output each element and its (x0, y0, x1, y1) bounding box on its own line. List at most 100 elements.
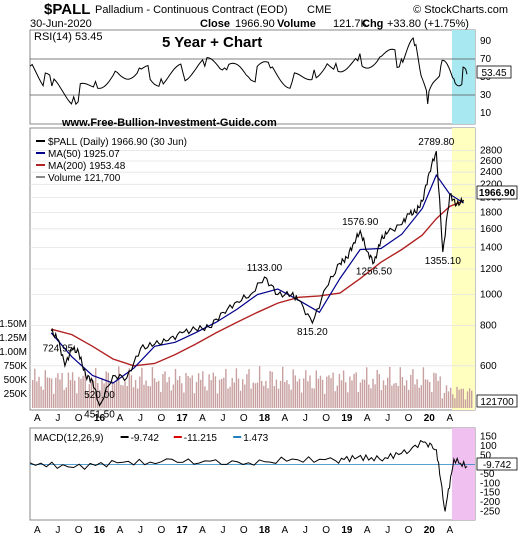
x-tick-label: J (303, 413, 308, 424)
rsi-tick-label: 90 (480, 36, 492, 47)
volume-bar (414, 384, 416, 408)
x-tick-label: A (447, 525, 454, 536)
volume-bar (63, 389, 65, 408)
volume-bar (458, 389, 460, 408)
price-annotation: 724.95 (43, 343, 74, 354)
legend-entry: Volume 121,700 (48, 173, 121, 184)
macd-line (29, 439, 468, 512)
volume-bar (44, 370, 46, 408)
volume-bar (315, 370, 317, 408)
volume-bar (412, 369, 414, 408)
volume-bar (288, 384, 290, 408)
volume-bar (357, 392, 359, 408)
x-tick-label: A (117, 525, 124, 536)
volume-bar (235, 368, 238, 408)
volume-bar (61, 373, 63, 408)
rsi-reference-lines (30, 58, 475, 96)
price-annotation: 1133.00 (247, 263, 283, 274)
price-legend: $PALL (Daily) 1966.90 (30 Jun)MA(50) 192… (36, 137, 187, 184)
volume-bar (145, 380, 147, 408)
volume-bar (353, 373, 355, 408)
macd-tick-label: 100 (480, 441, 497, 452)
volume-bar (38, 376, 40, 408)
volume-bar (193, 393, 196, 408)
volume-bar (374, 384, 376, 408)
volume-value: 121.7K (333, 18, 369, 30)
volume-bar (233, 382, 235, 408)
volume-tick-label: 1.50M (0, 319, 27, 330)
macd-tick-label: 50 (480, 450, 492, 461)
volume-bar (118, 366, 120, 408)
volume-bar (197, 373, 200, 408)
x-tick-label: A (117, 413, 124, 424)
volume-label: Volume (277, 18, 316, 30)
x-tick-label: A (281, 525, 288, 536)
volume-bar (168, 376, 170, 408)
volume-bar (256, 382, 259, 408)
volume-bar (164, 371, 166, 408)
volume-bar (137, 388, 139, 408)
volume-tick-label: 1.00M (0, 347, 27, 358)
volume-bar (311, 388, 313, 408)
volume-bar (139, 376, 141, 408)
volume-bar (67, 372, 70, 408)
volume-bar (69, 379, 72, 408)
volume-bar (116, 379, 118, 408)
ticker-symbol: $PALL (44, 1, 90, 18)
x-tick-label: O (405, 413, 413, 424)
price-annotation: 520.00 (84, 390, 115, 401)
volume-bar (271, 371, 273, 408)
volume-bar (452, 394, 454, 408)
volume-bar (88, 384, 91, 408)
volume-bar (370, 388, 372, 408)
volume-value-box (476, 394, 518, 408)
volume-bar (321, 379, 324, 408)
volume-bar (170, 390, 172, 408)
volume-bar (92, 380, 95, 408)
volume-bar (82, 375, 84, 408)
volume-bar (275, 379, 278, 408)
x-tick-label: 17 (177, 413, 189, 424)
x-tick-label: O (240, 525, 248, 536)
volume-bar (189, 377, 191, 408)
volume-bar (181, 383, 183, 408)
volume-bar (376, 369, 378, 408)
macd-legend-entry: -9.742 (131, 433, 160, 444)
legend-entry: MA(50) 1925.07 (48, 149, 120, 160)
x-tick-label: J (220, 413, 225, 424)
legend-entry: $PALL (Daily) 1966.90 (30 Jun) (48, 137, 187, 148)
header-date: 30-Jun-2020 (30, 18, 92, 30)
volume-bar (95, 368, 97, 408)
volume-bar (242, 379, 244, 408)
x-tick-label: J (303, 525, 308, 536)
price-annotation: 815.20 (297, 327, 328, 338)
volume-bar (78, 376, 80, 408)
volume-bar (416, 379, 418, 408)
volume-bar (53, 393, 55, 408)
x-axis-price: A J O 16 A J O 17 A J O 18 A J O 19 A J O 20 A (34, 413, 453, 424)
volume-bar (372, 378, 374, 408)
volume-bar (441, 398, 443, 408)
macd-panel: 150100500-50-100-150-200-250 MACD(12,26,… (29, 427, 518, 521)
volume-bar (147, 385, 149, 408)
volume-bar (65, 387, 67, 408)
volume-bar (74, 380, 76, 408)
volume-bar (174, 368, 177, 408)
volume-tick-label: 250K (4, 389, 28, 400)
x-tick-label: A (447, 413, 454, 424)
volume-bar (258, 366, 261, 408)
volume-bar (202, 371, 204, 408)
volume-bar (86, 391, 88, 408)
volume-bar (246, 374, 248, 408)
volume-bar (239, 390, 242, 408)
macd-tick-label: 150 (480, 432, 497, 443)
volume-bar (227, 388, 229, 408)
volume-bar (405, 380, 408, 408)
volume-bar (454, 398, 456, 408)
volume-bar (336, 385, 338, 408)
volume-axis: 250K 500K 750K 1.00M 1.25M 1.50M (0, 319, 27, 400)
x-tick-label: A (199, 525, 206, 536)
volume-bar (466, 391, 469, 408)
rsi-legend: RSI(14) 53.45 (34, 31, 102, 43)
volume-bar (155, 381, 158, 408)
